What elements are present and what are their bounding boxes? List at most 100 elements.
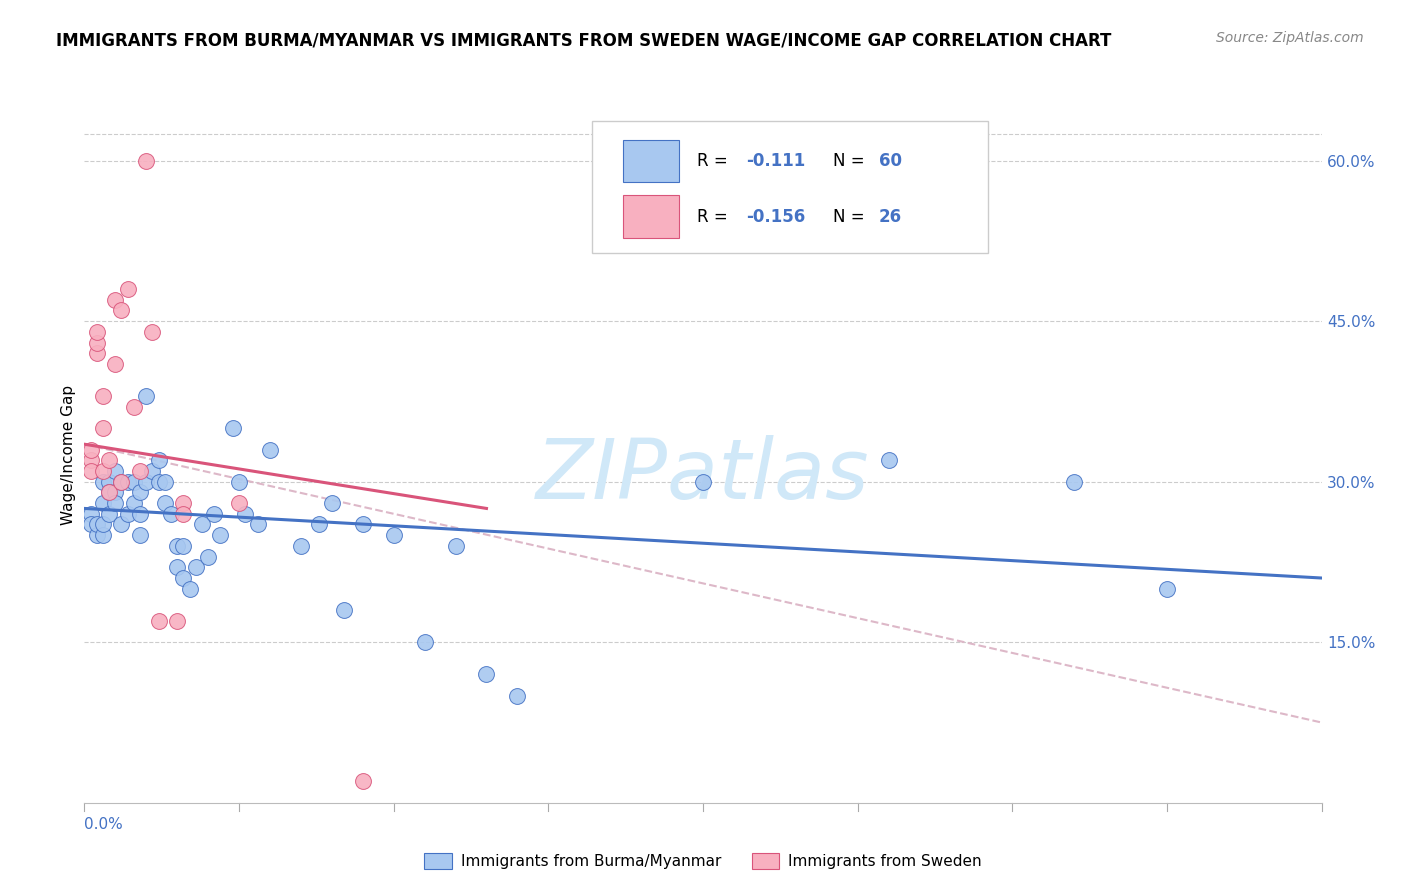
Point [86, 517, 108, 532]
Text: ZIPatlas: ZIPatlas [536, 435, 870, 516]
Point [91, 421, 114, 435]
Point [153, 475, 176, 489]
Point [228, 496, 250, 510]
Point [333, 603, 356, 617]
Point [382, 528, 405, 542]
Point [184, 560, 207, 574]
Point [179, 582, 201, 596]
Point [475, 667, 498, 681]
Point [135, 389, 157, 403]
Point [172, 539, 194, 553]
Point [172, 496, 194, 510]
Point [110, 303, 132, 318]
Point [117, 282, 139, 296]
Point [91, 475, 114, 489]
Point [104, 357, 127, 371]
FancyBboxPatch shape [623, 195, 679, 238]
Point [148, 614, 170, 628]
Text: R =: R = [697, 208, 733, 226]
Point [98, 453, 121, 467]
Point [104, 464, 127, 478]
Point [110, 475, 132, 489]
Point [166, 614, 188, 628]
Point [98, 485, 121, 500]
Point [86, 528, 108, 542]
Point [877, 453, 900, 467]
Text: R =: R = [697, 153, 733, 170]
Point [148, 475, 170, 489]
Point [79, 517, 101, 532]
Point [98, 485, 121, 500]
Point [202, 507, 225, 521]
Point [692, 475, 714, 489]
Point [122, 475, 145, 489]
Text: N =: N = [832, 208, 870, 226]
Point [233, 507, 256, 521]
Point [129, 528, 152, 542]
Point [91, 517, 114, 532]
Y-axis label: Wage/Income Gap: Wage/Income Gap [60, 384, 76, 525]
Point [129, 485, 152, 500]
Point [148, 453, 170, 467]
Point [246, 517, 269, 532]
Text: 0.0%: 0.0% [84, 817, 124, 831]
Point [160, 507, 183, 521]
Point [290, 539, 312, 553]
Point [91, 464, 114, 478]
Point [259, 442, 281, 457]
Point [79, 442, 101, 457]
Point [141, 325, 163, 339]
Point [98, 507, 121, 521]
Point [321, 496, 343, 510]
Point [228, 475, 250, 489]
Point [110, 475, 132, 489]
Point [117, 475, 139, 489]
Point [172, 571, 194, 585]
Point [86, 346, 108, 360]
Point [135, 475, 157, 489]
Point [104, 485, 127, 500]
Point [122, 496, 145, 510]
Point [104, 496, 127, 510]
Legend: Immigrants from Burma/Myanmar, Immigrants from Sweden: Immigrants from Burma/Myanmar, Immigrant… [418, 847, 988, 875]
Point [222, 421, 245, 435]
Point [141, 464, 163, 478]
Point [79, 453, 101, 467]
Point [117, 507, 139, 521]
Point [91, 528, 114, 542]
Point [91, 496, 114, 510]
Point [86, 325, 108, 339]
Point [79, 507, 101, 521]
Point [98, 475, 121, 489]
Point [506, 689, 529, 703]
Text: 60: 60 [879, 153, 901, 170]
Point [1156, 582, 1178, 596]
Point [172, 507, 194, 521]
Text: -0.156: -0.156 [747, 208, 806, 226]
Text: Source: ZipAtlas.com: Source: ZipAtlas.com [1216, 31, 1364, 45]
Point [209, 528, 232, 542]
Point [1063, 475, 1085, 489]
Text: 26: 26 [879, 208, 901, 226]
Point [191, 517, 214, 532]
Point [352, 774, 374, 789]
Point [91, 389, 114, 403]
Point [135, 153, 157, 168]
Point [153, 496, 176, 510]
Text: -0.111: -0.111 [747, 153, 806, 170]
Point [308, 517, 330, 532]
Point [166, 560, 188, 574]
FancyBboxPatch shape [623, 140, 679, 182]
Point [122, 400, 145, 414]
Point [79, 464, 101, 478]
Point [86, 335, 108, 350]
FancyBboxPatch shape [592, 121, 987, 253]
Text: IMMIGRANTS FROM BURMA/MYANMAR VS IMMIGRANTS FROM SWEDEN WAGE/INCOME GAP CORRELAT: IMMIGRANTS FROM BURMA/MYANMAR VS IMMIGRA… [56, 31, 1112, 49]
Point [197, 549, 219, 564]
Point [110, 517, 132, 532]
Point [166, 539, 188, 553]
Point [129, 464, 152, 478]
Point [129, 507, 152, 521]
Point [104, 293, 127, 307]
Point [444, 539, 467, 553]
